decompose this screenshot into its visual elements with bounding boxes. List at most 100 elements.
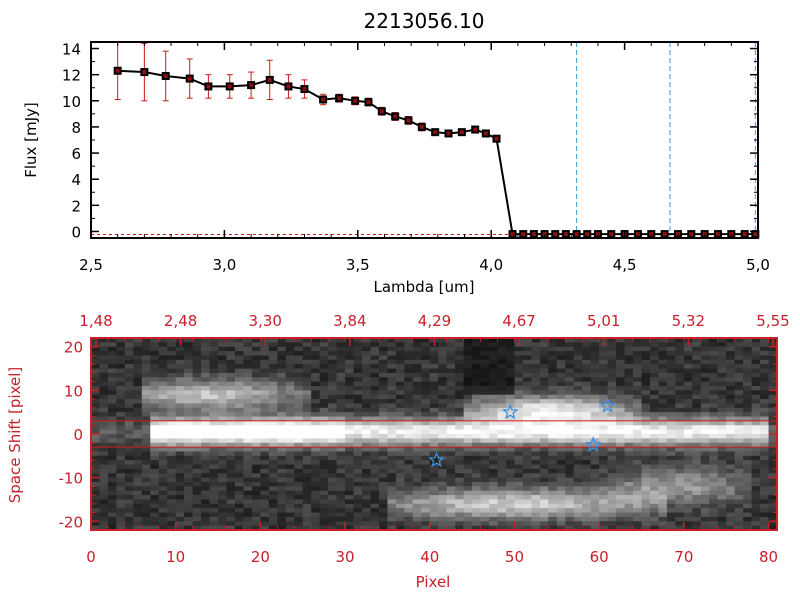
heatmap-cell [167, 473, 177, 479]
heatmap-cell [734, 425, 744, 431]
heatmap-cell [616, 429, 626, 435]
heatmap-cell [167, 438, 177, 444]
heatmap-cell [463, 412, 473, 418]
heatmap-cell [539, 508, 549, 514]
heatmap-cell [582, 477, 592, 483]
heatmap-cell [590, 460, 600, 466]
heatmap-cell [234, 381, 244, 387]
heatmap-cell [268, 351, 278, 356]
heatmap-cell [717, 377, 727, 383]
heatmap-cell [421, 386, 431, 391]
heatmap-cell [692, 364, 702, 370]
heatmap-cell [675, 442, 685, 448]
heatmap-cell [302, 351, 312, 356]
heatmap-cell [234, 429, 244, 435]
heatmap-cell [277, 525, 287, 531]
heatmap-cell [455, 521, 465, 527]
heatmap-cell [700, 438, 710, 444]
heatmap-cell [353, 512, 363, 518]
heatmap-cell [201, 434, 211, 439]
heatmap-cell [616, 512, 626, 518]
heatmap-cell [251, 442, 261, 448]
heatmap-cell [209, 338, 219, 343]
heatmap-cell [633, 399, 642, 404]
heatmap-cell [107, 455, 117, 461]
heatmap-cell [175, 486, 185, 492]
heatmap-cell [522, 516, 532, 522]
heatmap-cell [285, 342, 295, 348]
heatmap-cell [91, 473, 100, 479]
heatmap-cell [192, 346, 202, 352]
heatmap-cell [590, 521, 600, 527]
heatmap-cell [294, 508, 304, 514]
heatmap-cell [243, 460, 253, 466]
heatmap-cell [107, 338, 117, 343]
heatmap-cell [700, 351, 710, 356]
heatmap-cell [556, 355, 566, 361]
heatmap-cell [489, 477, 499, 483]
heatmap-cell [209, 464, 219, 470]
heatmap-cell [658, 346, 668, 352]
heatmap-cell [412, 477, 422, 483]
heatmap-cell [760, 460, 770, 466]
heatmap-cell [387, 416, 397, 422]
heatmap-cell [328, 386, 338, 391]
data-point-core [662, 232, 667, 237]
heatmap-cell [133, 377, 143, 383]
heatmap-cell [539, 447, 549, 452]
heatmap-cell [336, 372, 346, 378]
heatmap-cell [522, 381, 532, 387]
heatmap-cell [463, 516, 473, 522]
heatmap-cell [497, 377, 507, 383]
heatmap-cell [497, 512, 507, 518]
heatmap-cell [226, 346, 236, 352]
heatmap-cell [404, 438, 414, 444]
heatmap-cell [345, 368, 355, 374]
heatmap-cell [294, 464, 304, 470]
heatmap-cell [91, 429, 100, 435]
heatmap-cell [395, 495, 405, 500]
heatmap-cell [387, 495, 397, 500]
heatmap-cell [370, 429, 380, 435]
heatmap-cell [285, 351, 295, 356]
heatmap-cell [539, 355, 549, 361]
heatmap-cell [370, 425, 380, 431]
heatmap-cell [370, 447, 380, 452]
heatmap-cell [133, 355, 143, 361]
heatmap-cell [565, 355, 575, 361]
heatmap-cell [649, 338, 659, 343]
heatmap-cell [353, 359, 363, 365]
heatmap-cell [751, 447, 761, 452]
heatmap-cell [184, 516, 194, 522]
heatmap-cell [311, 355, 321, 361]
heatmap-cell [150, 351, 160, 356]
heatmap-cell [91, 416, 100, 422]
heatmap-cell [726, 394, 736, 400]
heatmap-cell [285, 407, 295, 413]
heatmap-cell [404, 368, 414, 374]
heatmap-cell [751, 434, 761, 439]
heatmap-cell [505, 355, 515, 361]
heatmap-cell [209, 355, 219, 361]
heatmap-cell [370, 351, 380, 356]
heatmap-cell [514, 359, 524, 365]
heatmap-cell [294, 342, 304, 348]
heatmap-cell [438, 416, 448, 422]
heatmap-cell [184, 451, 194, 457]
heatmap-cell [599, 416, 609, 422]
heatmap-cell [505, 372, 515, 378]
heatmap-cell [438, 338, 448, 343]
heatmap-cell [158, 451, 168, 457]
heatmap-cell [184, 434, 194, 439]
heatmap-cell [378, 482, 388, 487]
heatmap-cell [666, 359, 676, 365]
heatmap-cell [607, 355, 617, 361]
heatmap-cell [336, 482, 346, 487]
heatmap-cell [616, 359, 626, 365]
heatmap-cell [302, 512, 312, 518]
heatmap-cell [243, 525, 253, 531]
heatmap-cell [260, 372, 270, 378]
heatmap-cell [234, 503, 244, 509]
heatmap-cell [175, 429, 185, 435]
heatmap-cell [463, 386, 473, 391]
